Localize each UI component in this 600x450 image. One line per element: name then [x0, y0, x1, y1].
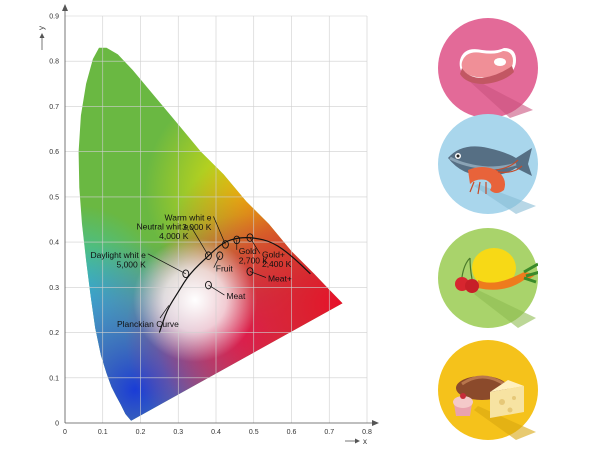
y-tick-label: 0.6 — [49, 149, 59, 156]
chart-axes — [39, 4, 379, 444]
y-tick-label: 0.5 — [49, 194, 59, 201]
data-point-label: 3,000 K — [182, 222, 212, 232]
data-point — [246, 233, 254, 242]
data-point-label: Gold+ — [262, 250, 285, 260]
x-tick-label: 0.3 — [173, 429, 183, 436]
y-axis-arrow — [62, 4, 68, 11]
data-point-leader — [249, 271, 267, 278]
planckian-curve-leader — [159, 305, 170, 319]
x-tick-label: 0.8 — [362, 429, 372, 436]
data-point-leader — [213, 255, 221, 268]
y-tick-label: 0 — [55, 421, 59, 428]
y-tick-label: 0.8 — [49, 59, 59, 66]
data-point-label: Warm whit e — [165, 212, 212, 222]
x-tick-label: 0.1 — [98, 429, 108, 436]
planckian-curve-label: Planckian Curve — [117, 319, 179, 329]
x-label-arrowhead — [355, 438, 360, 444]
data-point-labels: Daylight whit e5,000 K Neutral whit e4,00… — [91, 212, 292, 301]
data-point-label: Meat+ — [268, 274, 292, 284]
data-point — [246, 267, 254, 276]
data-point-label: 5,000 K — [116, 259, 146, 269]
data-point-leader — [190, 225, 209, 256]
x-tick-label: 0.5 — [249, 429, 259, 436]
x-tick-label: 0 — [63, 429, 67, 436]
data-point-label: Meat — [226, 291, 246, 301]
data-point-leader — [249, 237, 261, 254]
data-point-label: Fruit — [216, 264, 234, 274]
y-tick-label: 0.9 — [49, 14, 59, 21]
fish-shrimp-icon — [438, 114, 538, 214]
data-point-label: 2,700 K — [239, 255, 269, 265]
y-tick-label: 0.3 — [49, 285, 59, 292]
fruit-vegetable-icon — [438, 228, 541, 328]
spectral-locus — [78, 47, 343, 421]
x-tick-label: 0.4 — [211, 429, 221, 436]
y-tick-label: 0.2 — [49, 330, 59, 337]
data-point — [182, 269, 190, 279]
x-tick-label: 0.6 — [287, 429, 297, 436]
data-point-label: Gold — [239, 246, 257, 256]
y-tick-labels: 0 0.1 0.2 0.3 0.4 0.5 0.6 0.7 0.8 0.9 — [49, 14, 59, 428]
bread-cheese-icon — [438, 340, 538, 440]
data-point-label: Neutral whit e — [136, 222, 188, 232]
data-point-leader — [208, 284, 225, 296]
x-tick-label: 0.7 — [324, 429, 334, 436]
data-point-leader — [147, 253, 186, 275]
data-point — [204, 251, 212, 260]
data-point-label: Daylight whit e — [91, 250, 147, 260]
y-tick-label: 0.1 — [49, 375, 59, 382]
data-point — [204, 280, 212, 290]
x-tick-label: 0.2 — [136, 429, 146, 436]
planckian-curve — [158, 236, 311, 333]
y-tick-label: 0.4 — [49, 240, 59, 247]
x-axis-arrow — [372, 420, 379, 426]
y-axis-label: y — [37, 26, 46, 30]
meat-icon — [438, 18, 538, 118]
data-point-label: 2,400 K — [262, 259, 292, 269]
y-label-arrowhead — [39, 33, 45, 38]
x-axis-label: x — [363, 437, 367, 446]
y-tick-label: 0.7 — [49, 104, 59, 111]
chart-grid — [65, 15, 368, 423]
data-point — [216, 251, 224, 260]
x-tick-labels: 0 0.1 0.2 0.3 0.4 0.5 0.6 0.7 0.8 — [63, 429, 372, 436]
data-points — [182, 233, 254, 290]
data-point-label: 4,000 K — [159, 231, 189, 241]
data-point — [221, 240, 229, 249]
cie-chromaticity-chart: 0 0.1 0.2 0.3 0.4 0.5 0.6 0.7 0.8 00.10.20.30.40… — [37, 4, 379, 446]
data-point-leader — [213, 216, 226, 245]
